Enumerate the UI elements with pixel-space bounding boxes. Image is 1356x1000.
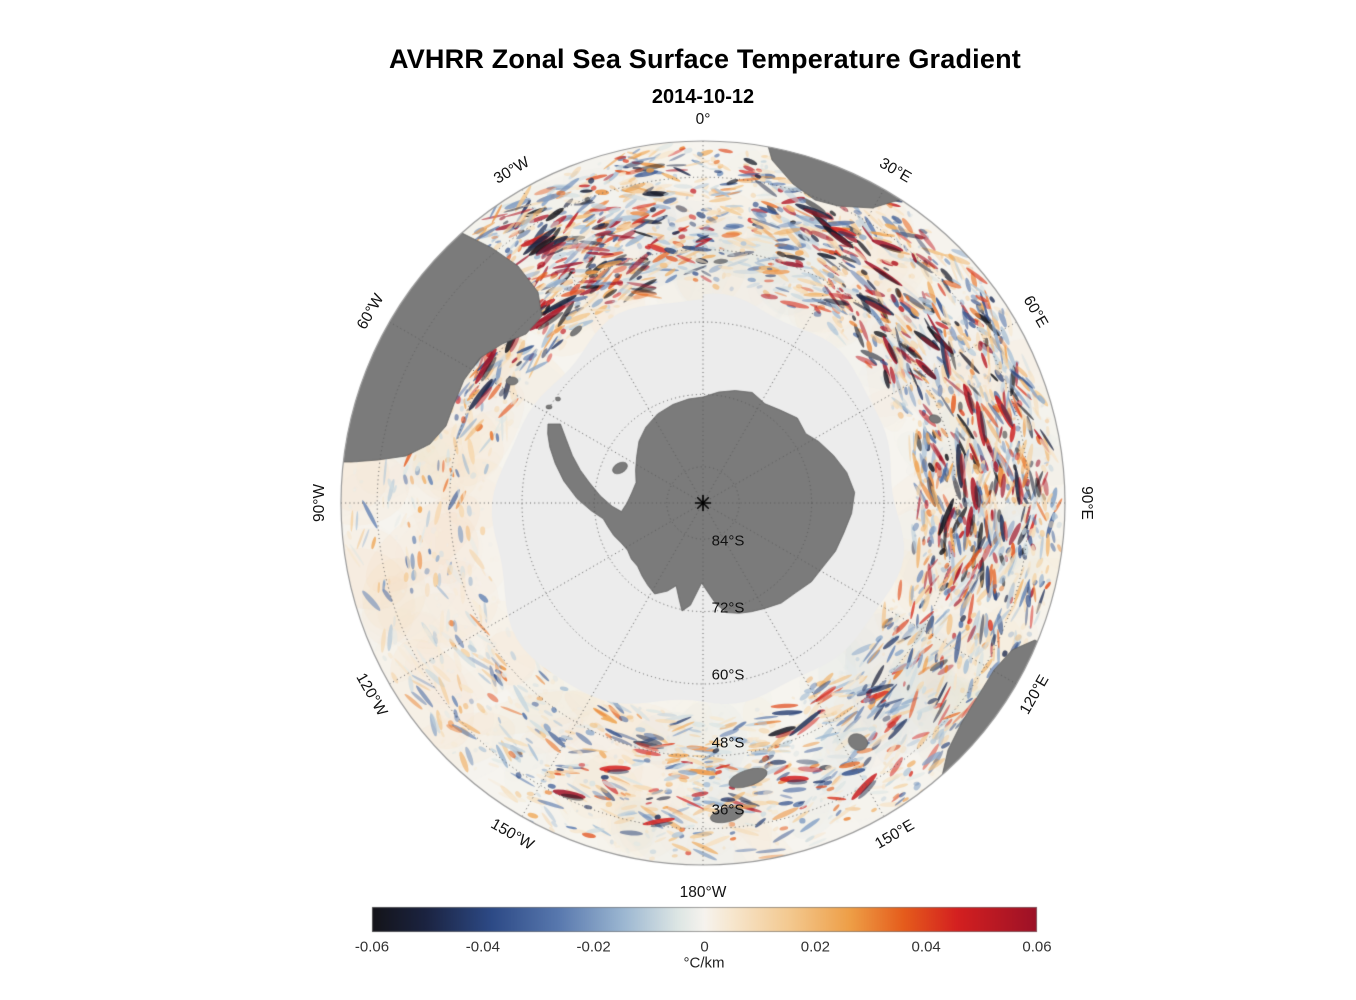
chart-subtitle: 2014-10-12 xyxy=(651,86,755,108)
colorbar-unit-label: °C/km xyxy=(683,954,725,972)
chart-title: AVHRR Zonal Sea Surface Temperature Grad… xyxy=(389,44,1021,74)
